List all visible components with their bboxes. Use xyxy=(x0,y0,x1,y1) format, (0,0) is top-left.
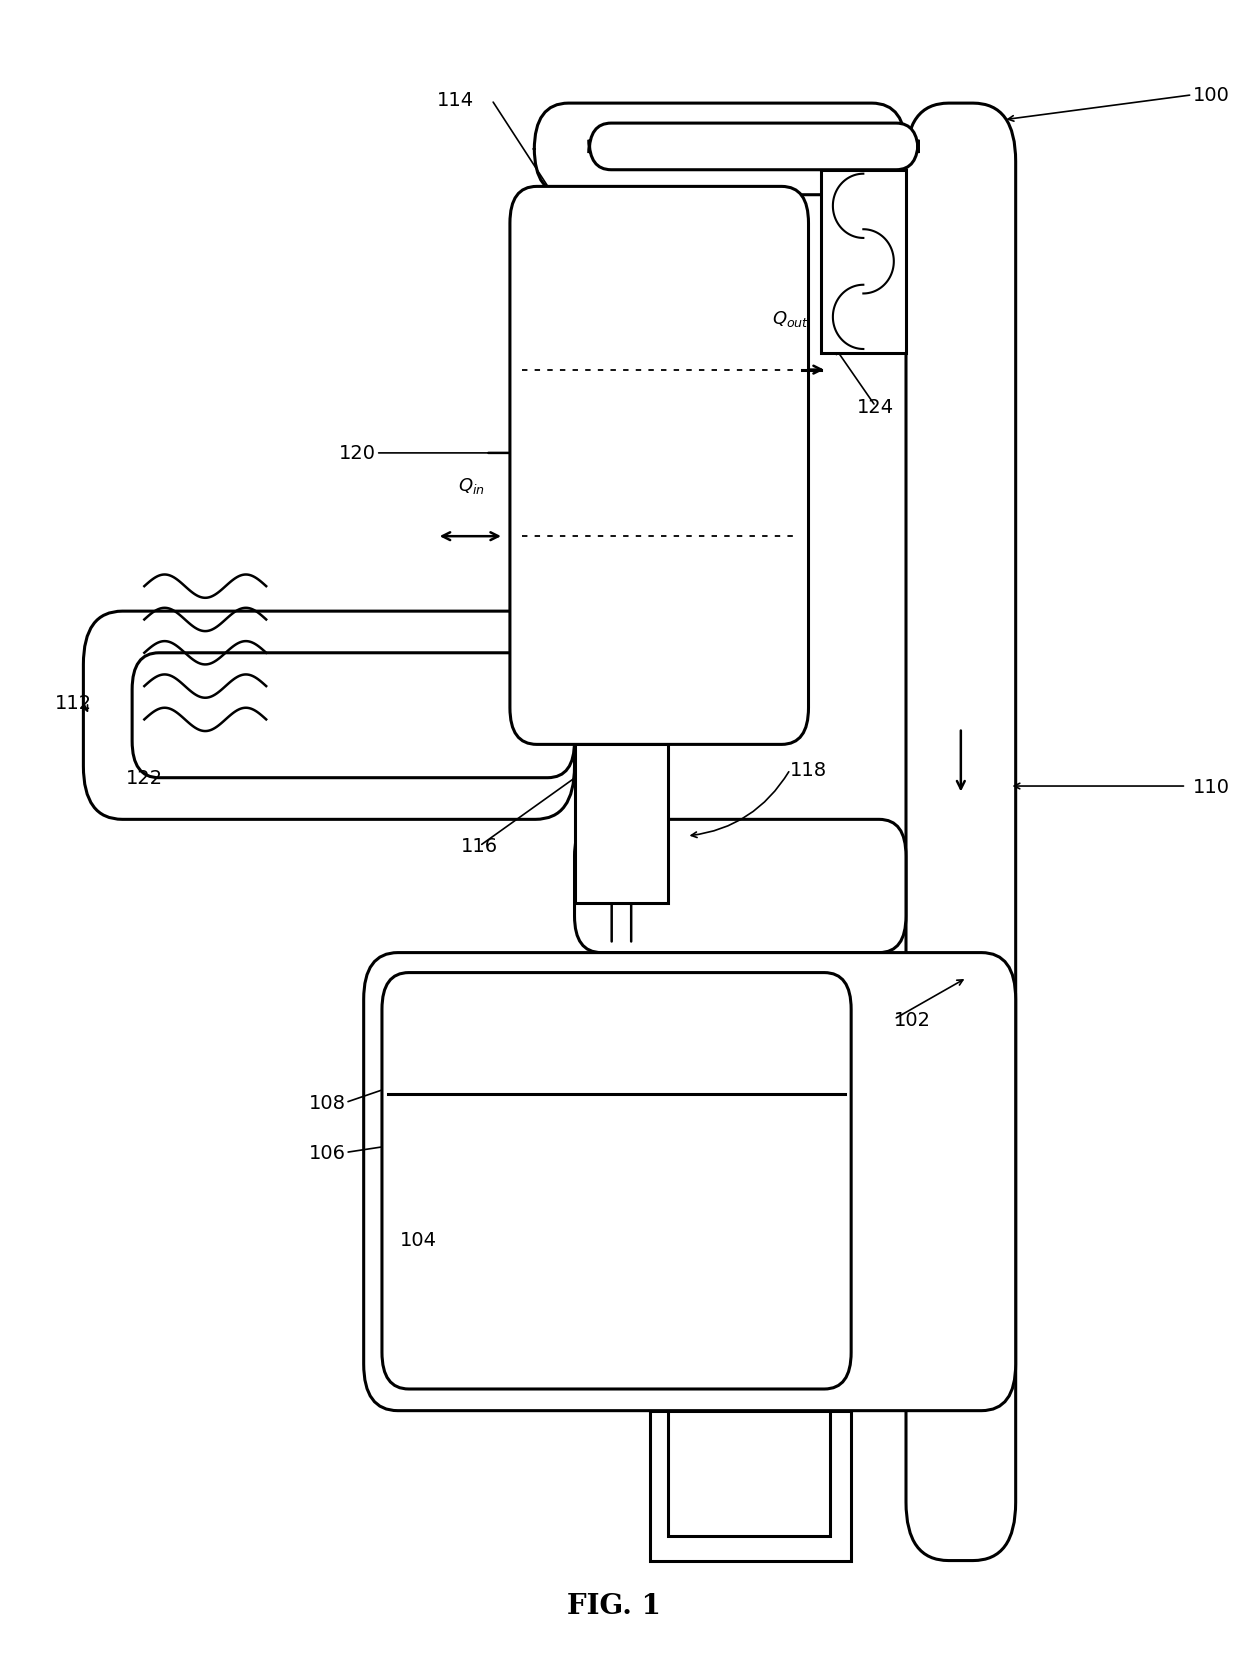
Text: 116: 116 xyxy=(461,836,498,857)
Text: 122: 122 xyxy=(125,768,162,788)
Text: $Q_{in}$: $Q_{in}$ xyxy=(458,475,485,495)
FancyBboxPatch shape xyxy=(382,974,851,1389)
Text: 114: 114 xyxy=(436,92,474,110)
Text: $Q_{out}$: $Q_{out}$ xyxy=(771,310,808,330)
FancyBboxPatch shape xyxy=(133,654,574,778)
Text: 112: 112 xyxy=(56,694,93,713)
Text: 108: 108 xyxy=(309,1094,346,1113)
FancyBboxPatch shape xyxy=(363,954,1016,1410)
FancyBboxPatch shape xyxy=(574,820,906,954)
FancyBboxPatch shape xyxy=(534,104,906,196)
Text: 102: 102 xyxy=(894,1010,931,1029)
Bar xyxy=(668,1410,831,1536)
FancyBboxPatch shape xyxy=(83,612,574,820)
Text: 106: 106 xyxy=(309,1143,346,1163)
Text: 124: 124 xyxy=(857,398,894,417)
Bar xyxy=(574,744,668,903)
Text: 110: 110 xyxy=(1193,776,1229,796)
FancyBboxPatch shape xyxy=(510,187,808,744)
Text: 120: 120 xyxy=(339,443,376,463)
Text: 118: 118 xyxy=(790,761,827,780)
Text: FIG. 1: FIG. 1 xyxy=(567,1593,661,1619)
Bar xyxy=(821,171,906,353)
FancyBboxPatch shape xyxy=(589,124,918,171)
FancyBboxPatch shape xyxy=(906,104,1016,1561)
Bar xyxy=(650,1410,851,1561)
Text: 104: 104 xyxy=(401,1230,436,1248)
Text: 100: 100 xyxy=(1193,87,1229,105)
